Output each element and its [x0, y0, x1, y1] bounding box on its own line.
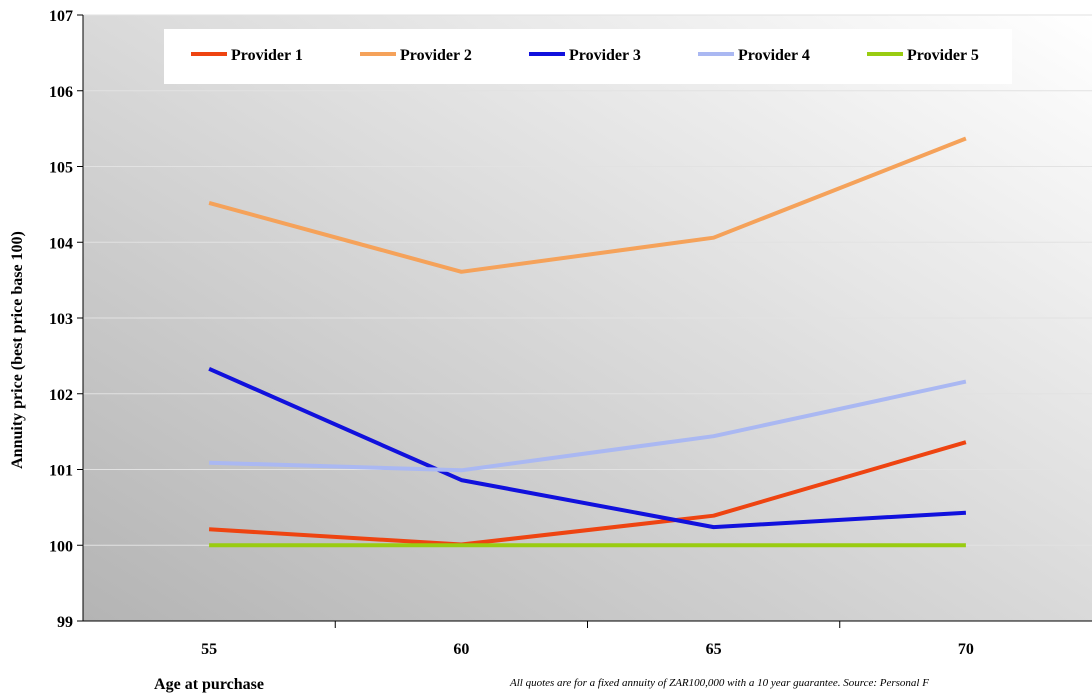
axes: 99 100 101 102 103 104 105 106 107 55 60 65 70 [49, 8, 1092, 658]
y-tick-label: 103 [49, 311, 73, 328]
x-axis-title: Age at purchase [154, 676, 264, 693]
series-lines [208, 136, 967, 548]
y-tick-label: 106 [49, 84, 73, 101]
x-tick-label: 70 [958, 641, 974, 658]
footnote: All quotes are for a fixed annuity of ZA… [509, 677, 929, 689]
y-tick-label: 99 [57, 614, 73, 631]
series-line-provider-4 [209, 379, 967, 473]
legend-label: Provider 1 [231, 47, 303, 64]
legend-label: Provider 5 [907, 47, 979, 64]
legend-label: Provider 4 [738, 47, 810, 64]
x-tick-label: 55 [201, 641, 217, 658]
series-line-provider-2 [208, 136, 967, 274]
legend: Provider 1 Provider 2 Provider 3 Provider 4… [164, 29, 1012, 84]
y-tick-label: 102 [49, 387, 73, 404]
series-line-provider-1 [208, 440, 967, 547]
x-tick-label: 65 [706, 641, 722, 658]
y-tick-label: 107 [49, 8, 73, 25]
y-tick-label: 104 [49, 235, 73, 252]
y-tick-label: 105 [49, 160, 73, 177]
y-axis-title: Annuity price (best price base 100) [9, 231, 26, 469]
legend-box [164, 29, 1012, 84]
legend-label: Provider 3 [569, 47, 641, 64]
series-line-provider-3 [208, 366, 967, 530]
legend-label: Provider 2 [400, 47, 472, 64]
y-tick-label: 100 [49, 538, 73, 555]
x-tick-label: 60 [453, 641, 469, 658]
y-tick-label: 101 [49, 463, 73, 480]
